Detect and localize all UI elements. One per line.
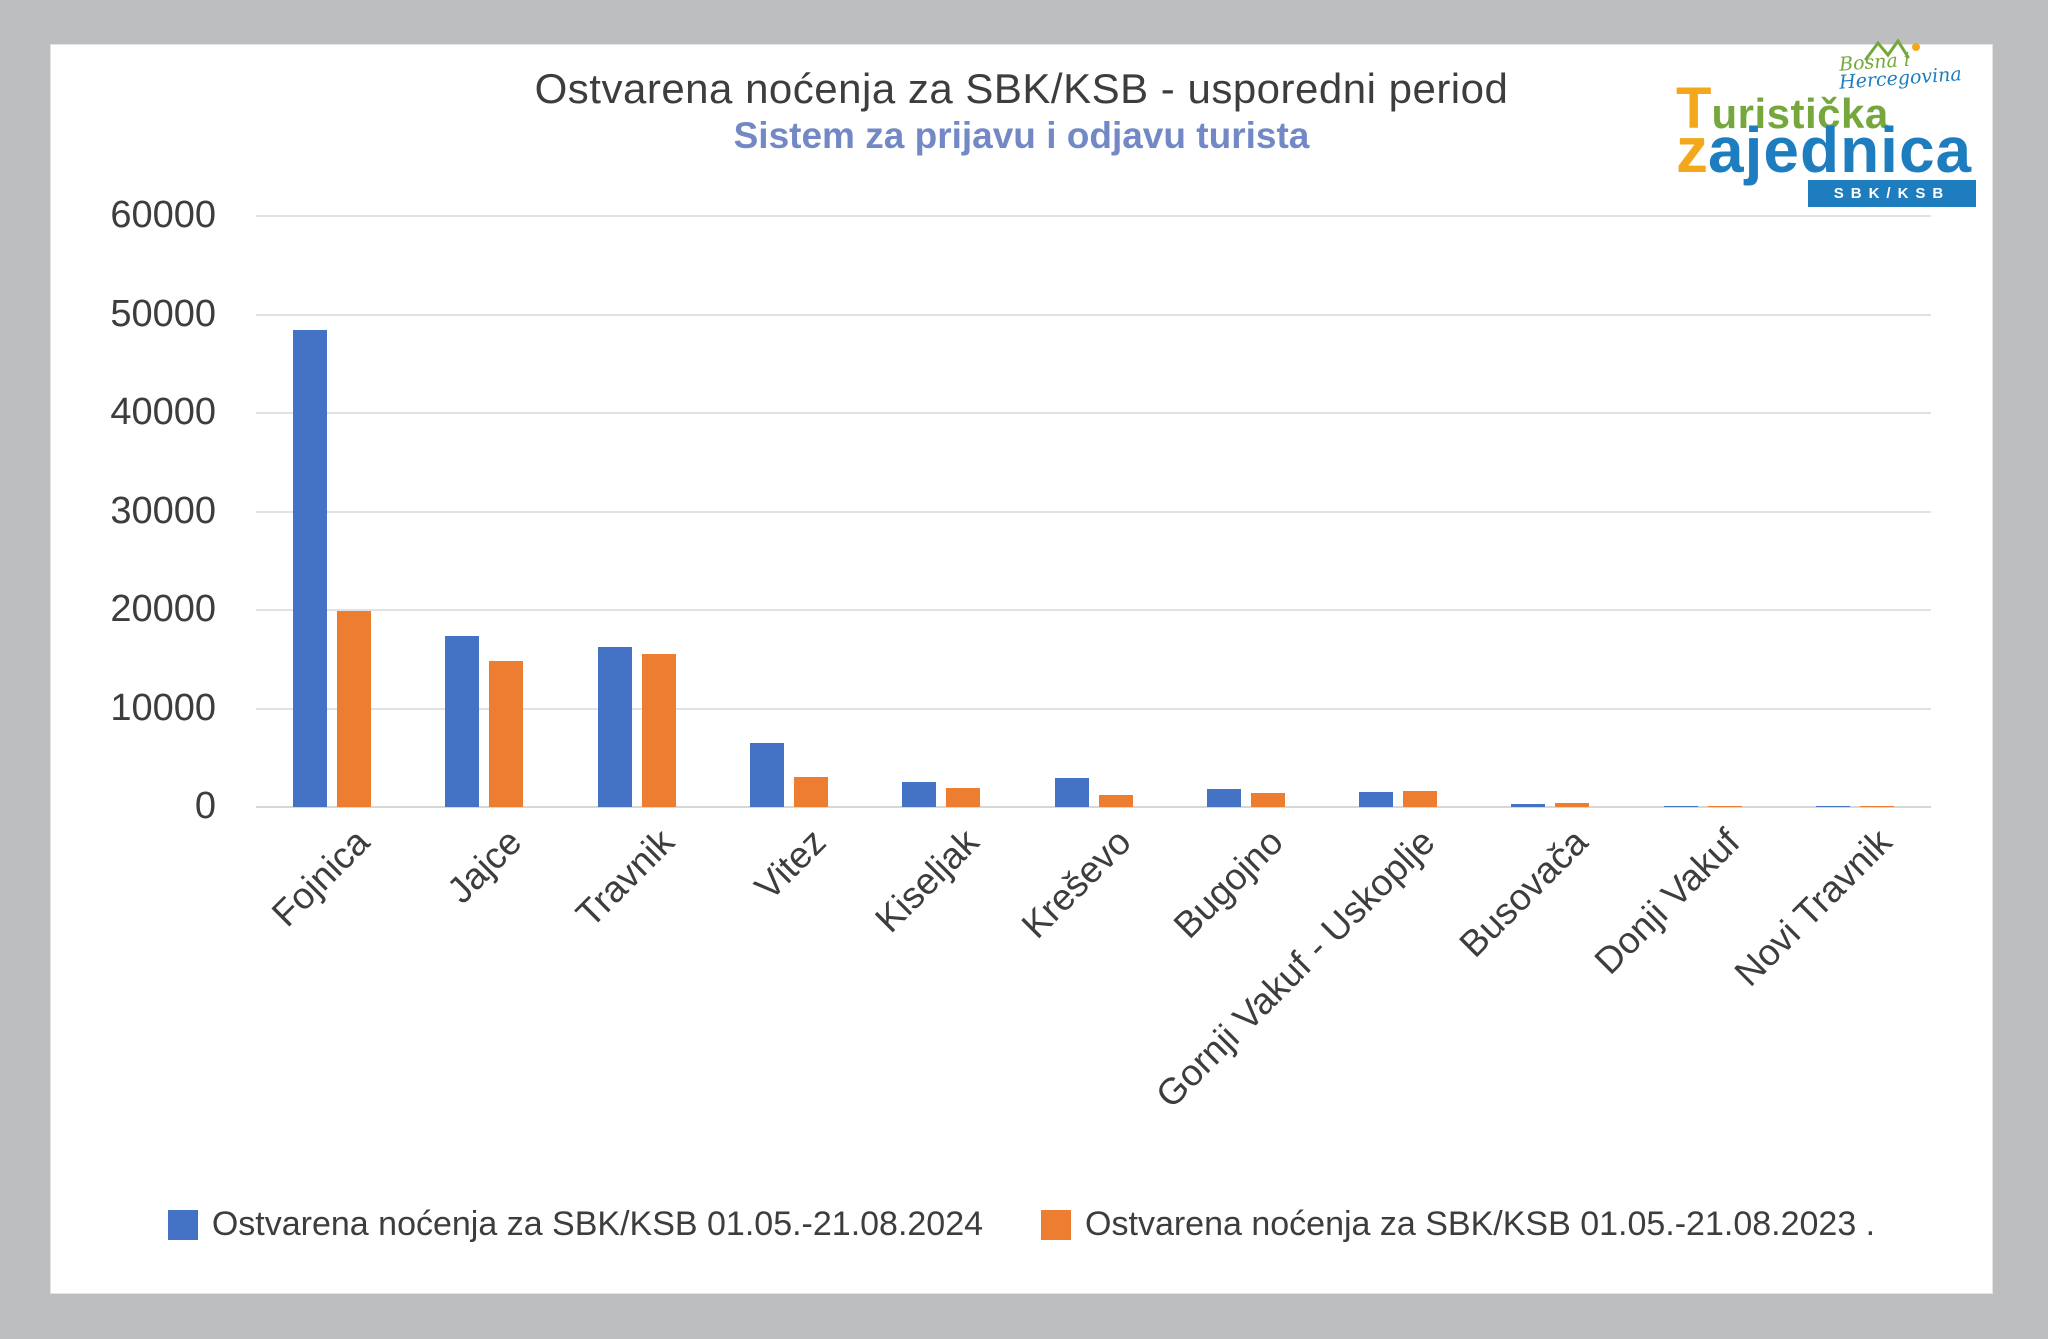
bar-2023-vitez [793,776,828,807]
bar-2024-novi-travnik [1815,806,1850,807]
x-category-label-kiseljak: Kiseljak [867,821,987,941]
bar-2023-travnik [641,653,676,807]
bar-2024-kre-evo [1054,777,1089,807]
bar-2024-busova-a [1511,804,1546,807]
bar-2024-jajce [445,635,480,807]
x-category-label-busova-a: Busovača [1451,821,1596,965]
x-category-label-vitez: Vitez [747,821,834,908]
legend-swatch-icon [1041,1209,1072,1240]
y-tick-label-10000: 10000 [110,686,216,729]
x-category-label-gornji-vakuf-uskoplje: Gornji Vakuf - Uskoplje [1148,821,1444,1116]
chart-header: Ostvarena noćenja za SBK/KSB - usporedni… [51,65,1992,157]
y-tick-label-40000: 40000 [110,391,216,433]
chart-title: Ostvarena noćenja za SBK/KSB - usporedni… [534,65,1509,112]
gridline-50000 [256,313,1931,316]
bar-2023-jajce [489,661,524,807]
gridline-30000 [256,510,1931,513]
chart-subtitle: Sistem za prijavu i odjavu turista [733,115,1310,156]
bar-2024-kiseljak [902,781,937,807]
gridline-10000 [256,707,1931,710]
x-category-label-bugojno: Bugojno [1165,821,1291,947]
gridline-60000 [256,215,1931,217]
bar-2024-donji-vakuf [1663,806,1698,807]
bar-2024-fojnica [293,330,328,807]
logo-word-zajednica: zajednica [1676,113,1972,187]
bar-2023-kre-evo [1098,795,1133,807]
legend-label: Ostvarena noćenja za SBK/KSB 01.05.-21.0… [211,1205,984,1243]
gridline-40000 [256,412,1931,414]
logo-word-turisticka: Turistička [1676,75,1889,142]
x-category-label-novi-travnik: Novi Travnik [1726,821,1900,994]
gridline-20000 [256,609,1931,611]
bar-2024-bugojno [1206,788,1241,807]
x-category-label-fojnica: Fojnica [263,821,378,935]
bar-2023-fojnica [337,611,372,807]
bar-2023-bugojno [1250,793,1285,807]
bar-chart-plot-area: 0 10000 20000 30000 40000 50000 60000 Fojnica Ja… [51,45,1992,1293]
bar-2024-travnik [597,646,632,807]
gridline-0 [256,806,1931,808]
bar-2024-vitez [749,742,784,807]
chart-card: Ostvarena noćenja za SBK/KSB - usporedni… [50,38,1993,1294]
tourist-board-logo: Turistička zajednica Bosna i Hercegovina… [1676,38,1976,207]
legend-label: Ostvarena noćenja za SBK/KSB 01.05.-21.0… [1085,1205,1876,1243]
x-category-label-travnik: Travnik [567,821,682,935]
x-category-label-donji-vakuf: Donji Vakuf [1586,821,1748,982]
x-category-label-jajce: Jajce [439,821,530,912]
logo-rest-turisticka: uristička [1711,90,1889,137]
bar-2023-donji-vakuf [1707,806,1742,807]
legend-item-2024: Ostvarena noćenja za SBK/KSB 01.05.-21.0… [167,1205,984,1244]
legend-swatch-icon [167,1209,198,1240]
bar-2023-busova-a [1555,803,1590,807]
bar-2023-gornji-vakuf-uskoplje [1403,790,1438,807]
logo-badge-sbk-ksb: SBK/KSB [1808,180,1976,207]
y-tick-label-50000: 50000 [110,292,216,335]
logo-initial-t: T [1676,76,1712,141]
y-tick-label-60000: 60000 [110,194,216,236]
logo-script-bosna-hercegovina: Bosna i Hercegovina [1838,38,1974,94]
logo-rest-zajednica: ajednica [1708,114,1973,186]
y-tick-label-20000: 20000 [110,588,216,630]
logo-initial-z: z [1676,114,1708,186]
y-tick-label-30000: 30000 [110,489,216,532]
chart-legend: Ostvarena noćenja za SBK/KSB 01.05.-21.0… [51,1205,1992,1244]
bar-2024-gornji-vakuf-uskoplje [1359,792,1394,807]
legend-item-2023: Ostvarena noćenja za SBK/KSB 01.05.-21.0… [1041,1205,1875,1244]
y-tick-label-0: 0 [194,785,216,827]
bar-2023-kiseljak [946,787,981,807]
mountain-wave-icon [1864,38,1920,61]
x-category-label-kre-evo: Kreševo [1013,821,1139,946]
bar-2023-novi-travnik [1859,806,1894,807]
